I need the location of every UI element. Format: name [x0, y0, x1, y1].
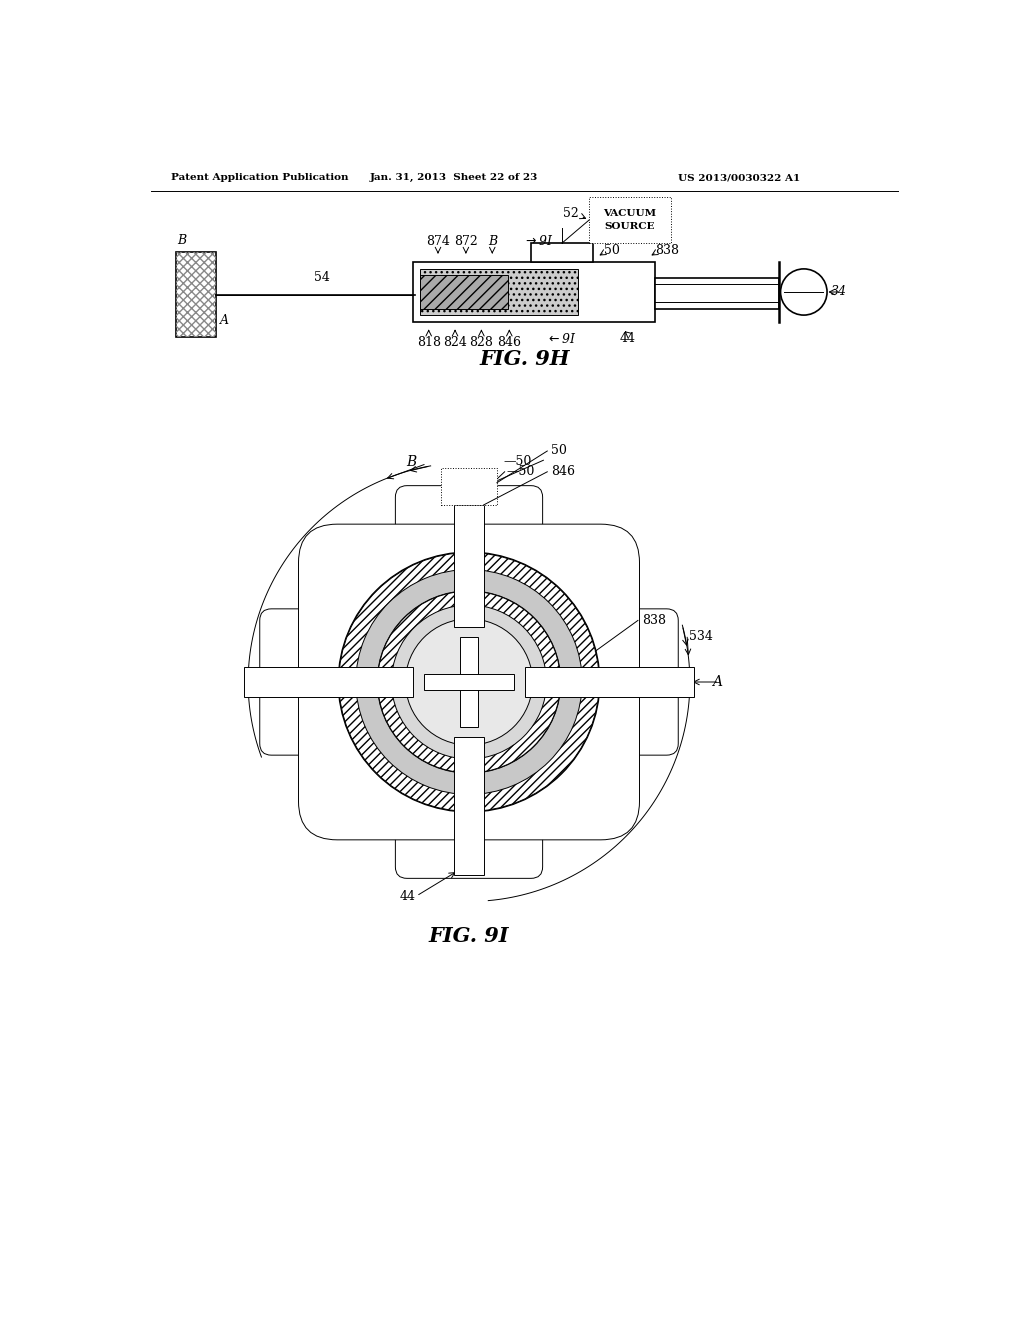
FancyBboxPatch shape: [299, 524, 640, 840]
Text: 50: 50: [551, 445, 567, 458]
Text: 828: 828: [469, 335, 494, 348]
Text: B: B: [487, 235, 497, 248]
Bar: [420, 276, 508, 309]
Text: 534: 534: [688, 630, 713, 643]
Text: Patent Application Publication: Patent Application Publication: [171, 173, 348, 182]
Bar: [458, 755, 480, 776]
Text: A: A: [220, 314, 229, 326]
Bar: [176, 252, 216, 337]
Text: A: A: [712, 675, 722, 689]
Bar: [441, 469, 497, 506]
Text: B: B: [407, 455, 417, 469]
Text: 52: 52: [563, 207, 579, 220]
Text: FIG. 9I: FIG. 9I: [429, 927, 509, 946]
Bar: [176, 252, 216, 337]
Bar: [543, 672, 564, 693]
Text: B: B: [177, 234, 186, 247]
Circle shape: [780, 269, 827, 315]
Bar: [455, 506, 483, 627]
FancyBboxPatch shape: [531, 609, 678, 755]
FancyBboxPatch shape: [260, 609, 407, 755]
Text: FIG. 9H: FIG. 9H: [479, 348, 570, 368]
Circle shape: [339, 553, 599, 812]
Text: 50: 50: [604, 244, 620, 257]
FancyBboxPatch shape: [395, 486, 543, 632]
Text: 846: 846: [551, 465, 575, 478]
Text: Jan. 31, 2013  Sheet 22 of 23: Jan. 31, 2013 Sheet 22 of 23: [370, 173, 538, 182]
Text: VACUUM: VACUUM: [603, 210, 656, 218]
Bar: [414, 263, 655, 322]
Text: SOURCE: SOURCE: [604, 223, 655, 231]
Bar: [461, 638, 477, 726]
Text: $\rightarrow$9I: $\rightarrow$9I: [523, 234, 554, 248]
Circle shape: [378, 591, 560, 774]
Text: 34: 34: [830, 285, 847, 298]
Text: $\leftarrow$9I: $\leftarrow$9I: [547, 333, 577, 346]
Bar: [655, 277, 779, 309]
Circle shape: [406, 619, 532, 744]
Bar: [420, 269, 578, 314]
Bar: [245, 668, 414, 697]
Text: 838: 838: [655, 244, 679, 257]
Bar: [458, 587, 480, 609]
Text: 818: 818: [417, 335, 440, 348]
Wedge shape: [339, 553, 599, 812]
Bar: [524, 668, 693, 697]
Bar: [374, 672, 395, 693]
Text: 846: 846: [498, 335, 521, 348]
Text: US 2013/0030322 A1: US 2013/0030322 A1: [678, 173, 801, 182]
Text: 874: 874: [426, 235, 450, 248]
Text: 838: 838: [642, 614, 666, 627]
Wedge shape: [378, 591, 560, 774]
Text: —50: —50: [506, 465, 535, 478]
Text: 44: 44: [620, 333, 636, 346]
Text: 54: 54: [313, 271, 330, 284]
Text: 872: 872: [454, 235, 478, 248]
Bar: [589, 197, 671, 243]
FancyBboxPatch shape: [395, 733, 543, 878]
Bar: [424, 673, 514, 690]
Text: —50: —50: [503, 455, 531, 469]
Bar: [455, 738, 483, 875]
Text: 44: 44: [399, 890, 416, 903]
Bar: [531, 243, 593, 263]
Text: 824: 824: [443, 335, 467, 348]
